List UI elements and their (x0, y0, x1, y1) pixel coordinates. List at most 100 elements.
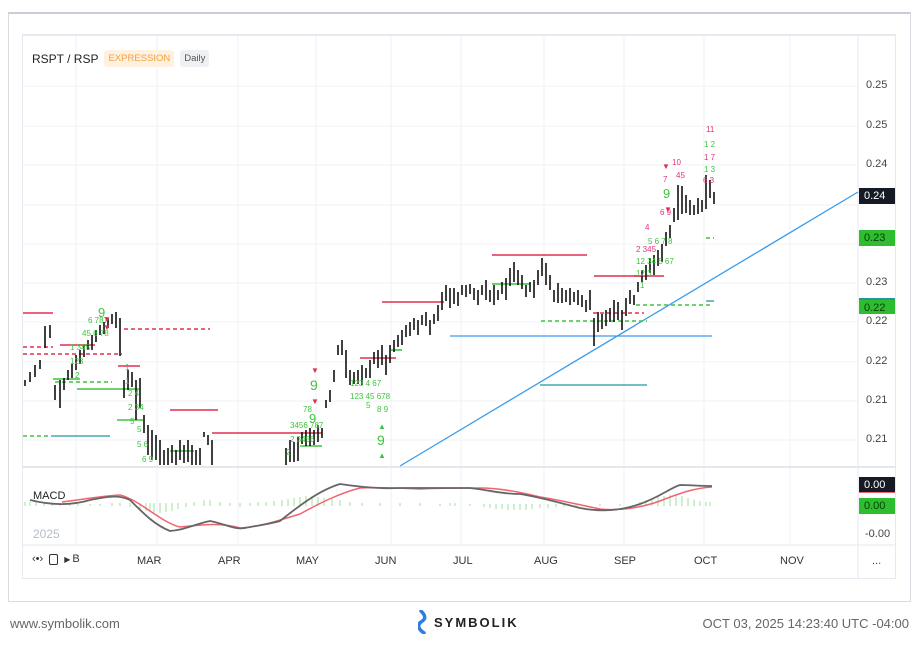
price-tick: 0.24 (866, 158, 888, 170)
macd-value-tag: 0.00 (859, 477, 895, 493)
svg-text:45: 45 (676, 171, 685, 180)
price-tick: 0.21 (866, 433, 888, 445)
brand-logo: SYMBOLIK (418, 610, 519, 634)
last-price-tag: 0.24 (859, 188, 895, 204)
svg-text:9: 9 (663, 186, 670, 201)
price-bars (24, 175, 715, 465)
svg-text:8 9: 8 9 (377, 405, 389, 414)
gridlines (23, 36, 858, 545)
chart-header: RSPT / RSP EXPRESSION Daily (32, 50, 210, 67)
brand-name: SYMBOLIK (434, 614, 519, 630)
screenshot-frame (8, 12, 911, 602)
svg-text:5 6: 5 6 (137, 440, 149, 449)
macd-label: MACD (33, 490, 66, 502)
month-label: OCT (694, 555, 718, 567)
website-link[interactable]: www.symbolik.com (10, 616, 120, 631)
svg-text:2 3456: 2 3456 (290, 435, 315, 444)
svg-text:▼: ▼ (664, 205, 672, 214)
month-label: MAR (137, 555, 162, 567)
svg-text:6 787: 6 787 (88, 316, 109, 325)
svg-text:4: 4 (645, 223, 650, 232)
month-label: NOV (780, 555, 804, 567)
macd-line (29, 483, 713, 532)
tool-label: B (72, 553, 80, 565)
svg-text:5 6 7 8: 5 6 7 8 (648, 237, 673, 246)
price-tick: 0.23 (866, 276, 888, 288)
svg-text:1 7: 1 7 (704, 153, 716, 162)
svg-text:9: 9 (309, 411, 316, 426)
month-label: AUG (534, 555, 558, 567)
svg-text:5: 5 (366, 401, 371, 410)
macd-histogram (24, 494, 711, 513)
svg-text:12 3: 12 3 (636, 269, 652, 278)
svg-text:1: 1 (125, 363, 130, 372)
svg-text:2: 2 (75, 371, 80, 380)
timestamp: OCT 03, 2025 14:23:40 UTC -04:00 (702, 616, 909, 631)
month-label: JUL (453, 555, 473, 567)
support-price-tag: 0.23 (859, 230, 895, 246)
svg-text:6 9: 6 9 (660, 208, 672, 217)
sequential-counts: 9 6 787 45 6 78 1 345 123 2 1 1 2 4 2 34… (70, 125, 716, 464)
svg-text:10: 10 (672, 158, 681, 167)
expression-badge: EXPRESSION (104, 50, 175, 67)
svg-text:9: 9 (377, 432, 385, 448)
price-tick: 0.21 (866, 394, 888, 406)
svg-text:1: 1 (640, 281, 645, 290)
svg-text:1 2: 1 2 (704, 140, 716, 149)
macd-tick: -0.00 (865, 528, 891, 540)
month-label: SEP (614, 555, 637, 567)
calendar-icon[interactable] (49, 553, 59, 565)
svg-text:3456 787: 3456 787 (290, 421, 324, 430)
support-lines (53, 283, 530, 452)
svg-text:123 45 678: 123 45 678 (350, 392, 391, 401)
chart-tools: ‹•› ▶ B (32, 553, 80, 565)
interval-badge[interactable]: Daily (180, 50, 210, 67)
svg-text:2 345: 2 345 (636, 245, 657, 254)
signal-value-tag: 0.00 (859, 498, 895, 514)
svg-text:123: 123 (70, 357, 84, 366)
svg-text:5: 5 (130, 417, 135, 426)
month-label: MAY (296, 555, 320, 567)
signal-arrows: ▼ ▼ ▼ ▼ ▲ ▲ ▼ ▼ (103, 162, 672, 460)
svg-text:▼: ▼ (311, 397, 319, 406)
month-label: APR (218, 555, 241, 567)
symbol-label[interactable]: RSPT / RSP (32, 51, 99, 66)
symbolik-logo-icon (418, 610, 427, 634)
svg-text:78: 78 (303, 405, 312, 414)
svg-text:▲: ▲ (378, 422, 386, 431)
month-label: JUN (375, 555, 397, 567)
svg-text:6 9: 6 9 (142, 455, 154, 464)
resistance-lines (23, 254, 664, 434)
svg-text:9: 9 (98, 305, 105, 320)
svg-text:▲: ▲ (378, 451, 386, 460)
chart-container (22, 34, 896, 579)
resistance-dashed (23, 312, 644, 355)
svg-text:12 34 5 67: 12 34 5 67 (636, 257, 674, 266)
svg-text:45 6 78: 45 6 78 (82, 329, 109, 338)
svg-text:123 4 67: 123 4 67 (350, 379, 382, 388)
svg-text:1 345: 1 345 (70, 343, 91, 352)
svg-text:▼: ▼ (103, 323, 111, 332)
svg-text:5: 5 (137, 425, 142, 434)
svg-text:6 3: 6 3 (703, 176, 715, 185)
svg-text:2 4: 2 4 (128, 389, 140, 398)
svg-text:9: 9 (310, 377, 318, 393)
trendline (399, 191, 859, 467)
support-price-tag: 0.22 (859, 298, 895, 314)
price-tick: 0.25 (866, 79, 888, 91)
price-tick: 0.22 (866, 315, 888, 327)
svg-text:▼: ▼ (103, 315, 111, 324)
svg-text:1: 1 (125, 377, 130, 386)
svg-text:2 34: 2 34 (128, 403, 144, 412)
play-icon[interactable]: ▶ (64, 554, 71, 564)
year-label: 2025 (33, 527, 60, 541)
svg-text:7: 7 (663, 175, 668, 184)
svg-text:2: 2 (286, 448, 291, 457)
svg-text:▼: ▼ (662, 162, 670, 171)
svg-text:11: 11 (706, 125, 715, 134)
more-options-button[interactable]: ... (872, 555, 882, 567)
pan-icon[interactable]: ‹•› (32, 553, 44, 565)
svg-text:1 3: 1 3 (704, 165, 716, 174)
price-tick: 0.22 (866, 355, 888, 367)
